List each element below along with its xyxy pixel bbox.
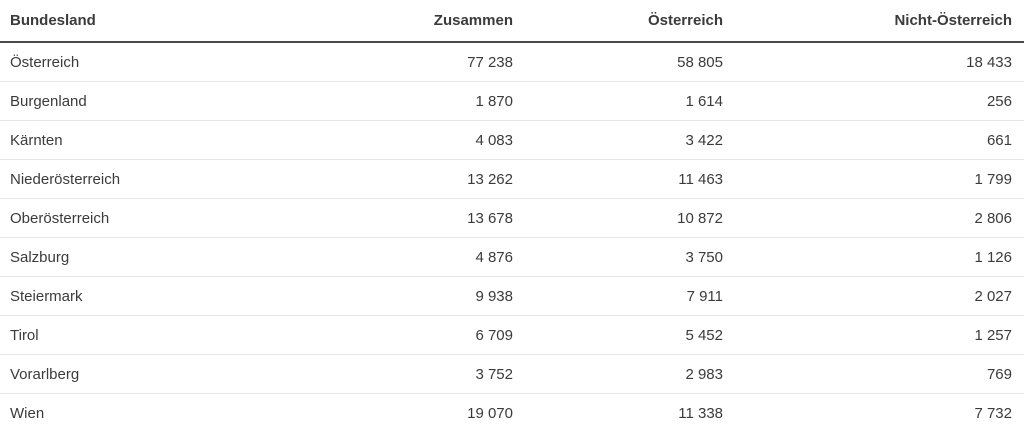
bundesland-table: Bundesland Zusammen Österreich Nicht-Öst… <box>0 0 1024 432</box>
table-row: Kärnten 4 083 3 422 661 <box>0 120 1024 160</box>
value-cell: 6 709 <box>350 315 525 355</box>
value-cell: 769 <box>735 354 1024 394</box>
table-row: Oberösterreich 13 678 10 872 2 806 <box>0 198 1024 238</box>
value-cell: 5 452 <box>525 315 735 355</box>
value-cell: 7 911 <box>525 276 735 316</box>
value-cell: 10 872 <box>525 198 735 238</box>
bundesland-cell: Burgenland <box>0 81 350 121</box>
value-cell: 2 806 <box>735 198 1024 238</box>
bundesland-cell: Steiermark <box>0 276 350 316</box>
value-cell: 11 338 <box>678 404 723 422</box>
bundesland-cell: Niederösterreich <box>0 159 350 199</box>
value-cell: 4 083 <box>350 120 525 160</box>
table-container: Bundesland Zusammen Österreich Nicht-Öst… <box>0 0 1024 432</box>
value-cell: 13 678 <box>350 198 525 238</box>
bundesland-cell: Tirol <box>0 315 350 355</box>
value-cell: 3 422 <box>525 120 735 160</box>
bundesland-cell: Salzburg <box>0 237 350 277</box>
column-header-nicht-oesterreich: Nicht-Österreich <box>735 0 1024 43</box>
header-row: Bundesland Zusammen Österreich Nicht-Öst… <box>0 0 1024 43</box>
table-row: Wien 19 070 11 338 7 732 <box>0 394 1024 433</box>
value-cell: 661 <box>735 120 1024 160</box>
table-row: Tirol 6 709 5 452 1 257 <box>0 315 1024 355</box>
table-row: Österreich 77 238 58 805 18 433 <box>0 42 1024 82</box>
value-cell: 18 433 <box>735 42 1024 82</box>
value-cell: 77 238 <box>350 42 525 82</box>
table-body: Österreich 77 238 58 805 18 433 Burgenland 1 … <box>0 42 1024 432</box>
table-row: Burgenland 1 870 1 614 256 <box>0 81 1024 121</box>
value-cell: 11 463 <box>525 159 735 199</box>
column-header-zusammen: Zusammen <box>350 0 525 43</box>
value-cell: 13 262 <box>350 159 525 199</box>
value-cell: 256 <box>735 81 1024 121</box>
table-row: Steiermark 9 938 7 911 2 027 <box>0 276 1024 316</box>
value-cell: 7 732 <box>974 404 1012 422</box>
value-cell: 2 983 <box>525 354 735 394</box>
value-cell: 2 027 <box>735 276 1024 316</box>
table-row: Salzburg 4 876 3 750 1 126 <box>0 237 1024 277</box>
value-cell: 58 805 <box>525 42 735 82</box>
bundesland-cell: Österreich <box>0 42 350 82</box>
bundesland-cell: Kärnten <box>0 120 350 160</box>
bundesland-cell: Vorarlberg <box>0 354 350 394</box>
column-header-bundesland: Bundesland <box>0 0 350 43</box>
value-cell: 3 750 <box>525 237 735 277</box>
value-cell: 1 799 <box>735 159 1024 199</box>
value-cell: 1 870 <box>350 81 525 121</box>
value-cell: 1 257 <box>735 315 1024 355</box>
value-cell: 4 876 <box>350 237 525 277</box>
value-cell: 3 752 <box>350 354 525 394</box>
table-header: Bundesland Zusammen Österreich Nicht-Öst… <box>0 0 1024 43</box>
table-row: Niederösterreich 13 262 11 463 1 799 <box>0 159 1024 199</box>
bundesland-cell: Wien <box>10 404 45 422</box>
value-cell: 19 070 <box>467 404 513 422</box>
value-cell: 9 938 <box>350 276 525 316</box>
column-header-oesterreich: Österreich <box>525 0 735 43</box>
value-cell: 1 126 <box>735 237 1024 277</box>
bundesland-cell: Oberösterreich <box>0 198 350 238</box>
value-cell: 1 614 <box>525 81 735 121</box>
table-row: Vorarlberg 3 752 2 983 769 <box>0 354 1024 394</box>
